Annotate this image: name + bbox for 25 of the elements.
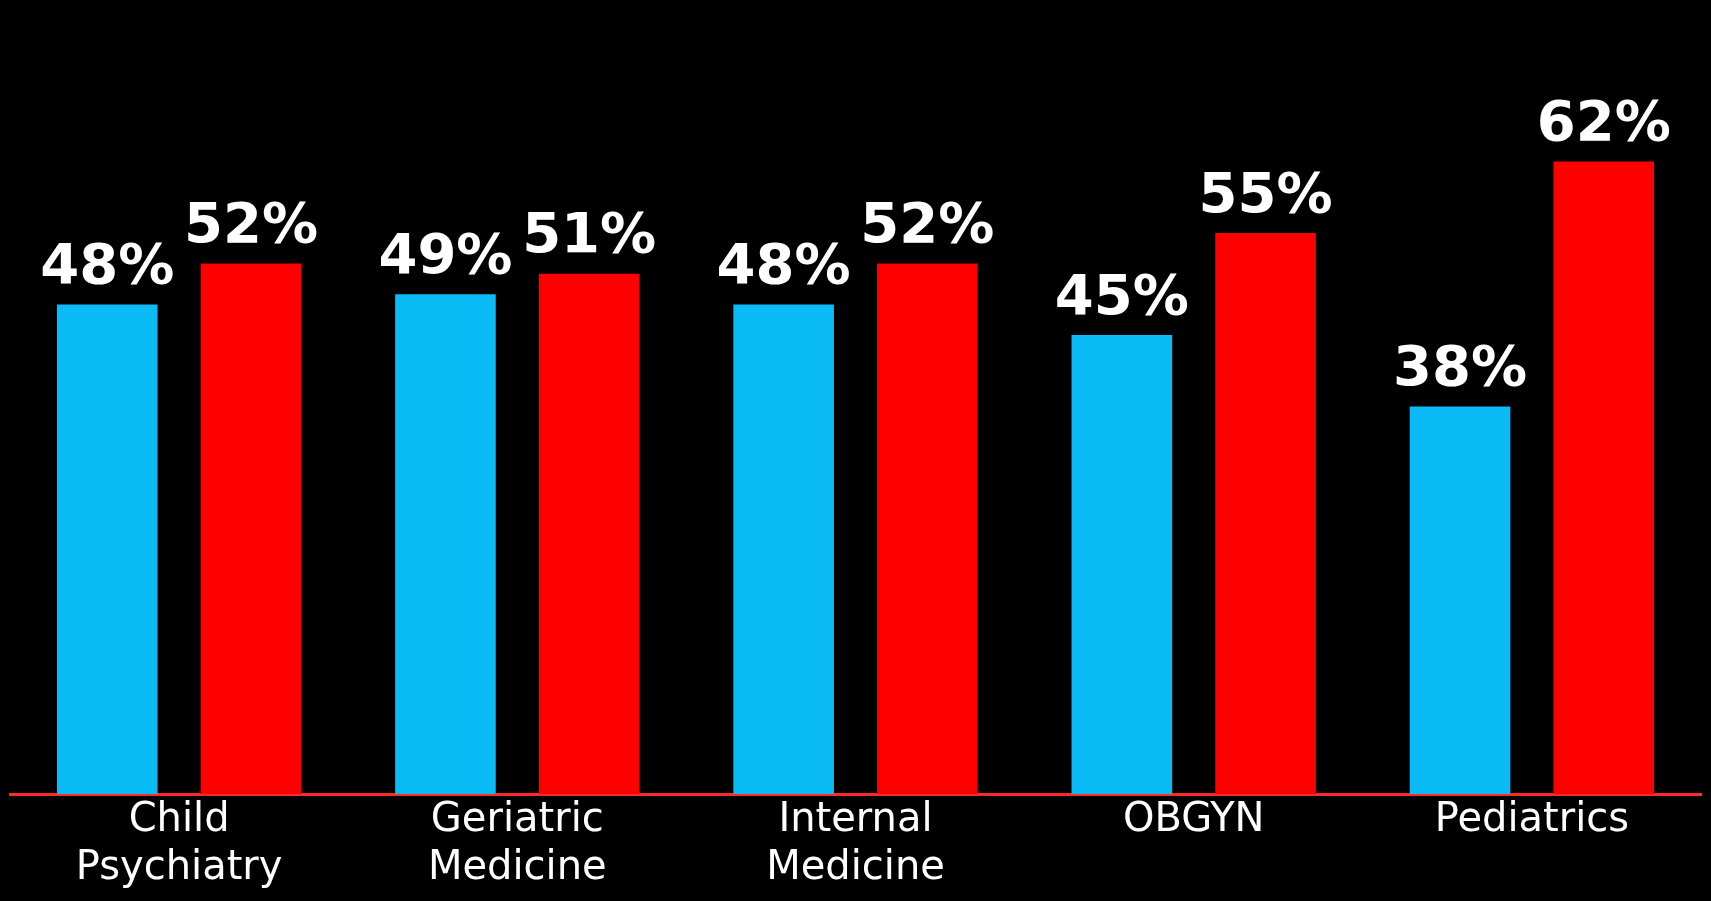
x-tick-label: Child Psychiatry xyxy=(75,794,283,889)
data-label: 55% xyxy=(1198,159,1333,225)
bar xyxy=(395,294,496,794)
x-tick-label: Geriatric Medicine xyxy=(427,794,607,889)
x-tick-label: Pediatrics xyxy=(1434,794,1630,841)
bar xyxy=(1071,335,1173,794)
bar xyxy=(56,304,158,794)
data-label: 52% xyxy=(183,190,318,256)
bar xyxy=(733,304,834,794)
data-label: 52% xyxy=(860,190,995,256)
bar xyxy=(1553,161,1655,794)
data-label: 45% xyxy=(1054,261,1189,327)
data-label: 51% xyxy=(522,200,657,266)
bar xyxy=(538,273,640,794)
data-label: 48% xyxy=(40,230,175,296)
bar xyxy=(1215,233,1316,794)
data-label: 62% xyxy=(1536,88,1671,154)
bar xyxy=(1409,406,1511,794)
x-tick-label: OBGYN xyxy=(1122,794,1265,841)
x-tick-label: Internal Medicine xyxy=(766,794,945,889)
bar xyxy=(877,263,978,794)
bar xyxy=(200,263,302,794)
data-label: 38% xyxy=(1393,332,1528,398)
data-label: 49% xyxy=(378,220,513,286)
data-label: 48% xyxy=(716,230,851,296)
